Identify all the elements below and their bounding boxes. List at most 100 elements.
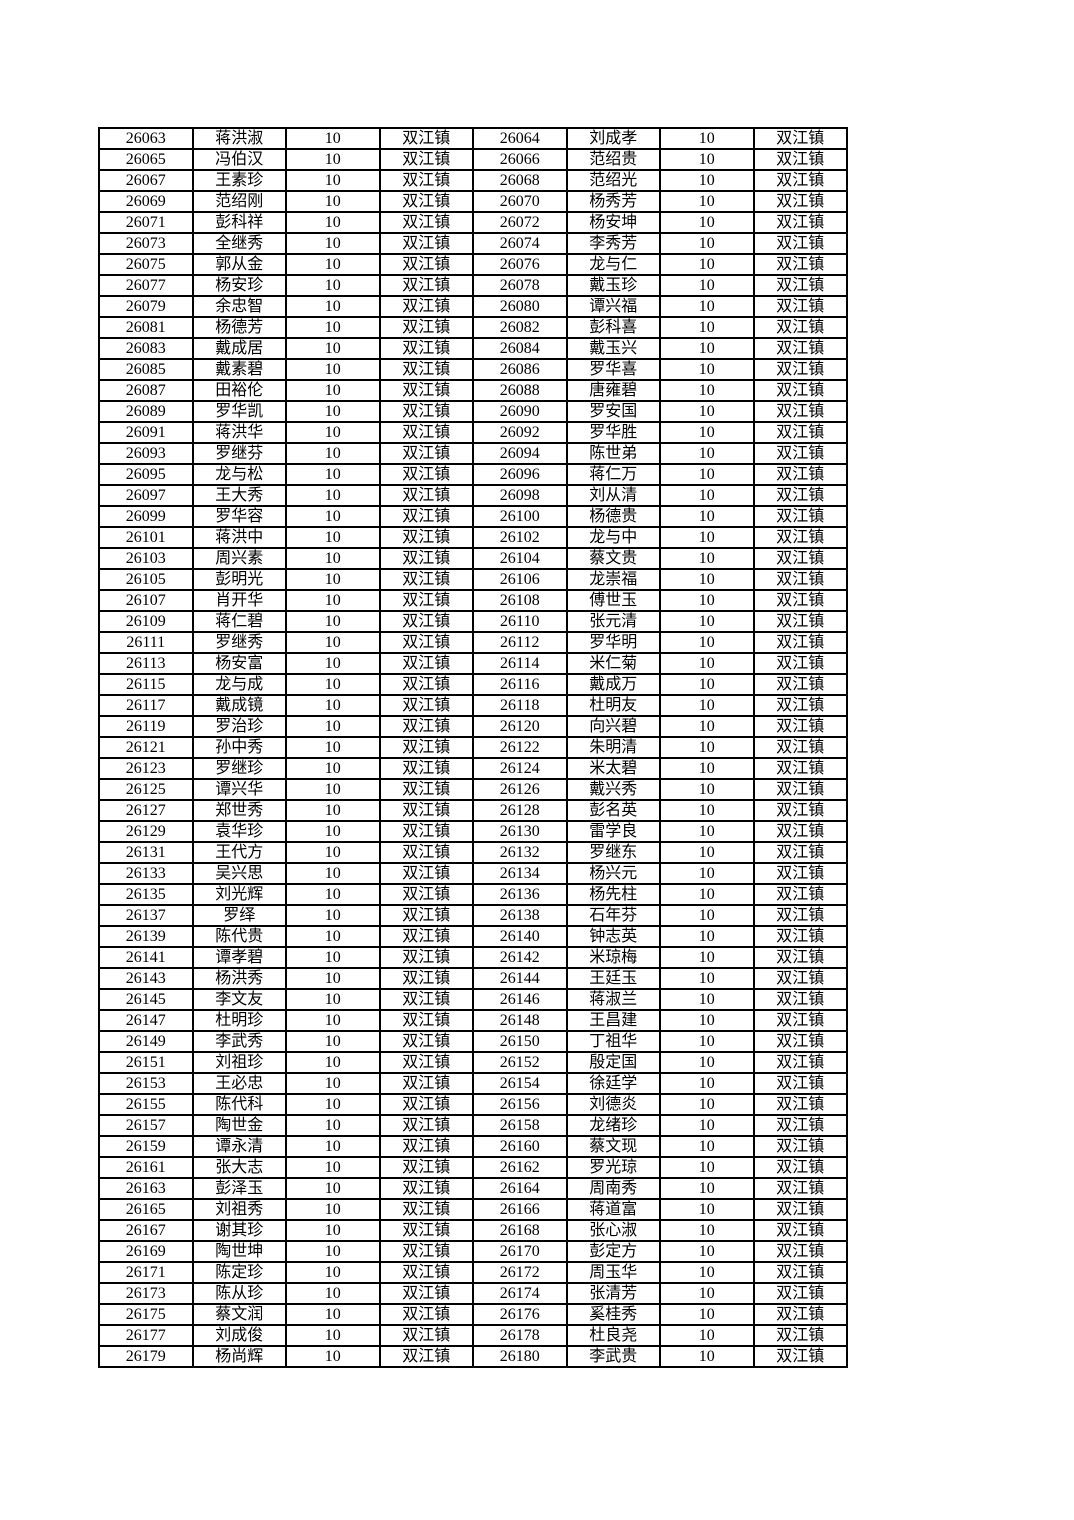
person-name: 罗华容 xyxy=(191,505,287,528)
person-name: 米仁菊 xyxy=(565,652,661,675)
person-name: 龙与仁 xyxy=(565,253,661,276)
amount: 10 xyxy=(285,400,381,423)
amount: 10 xyxy=(285,169,381,192)
person-name: 米太碧 xyxy=(565,757,661,780)
serial-number: 26163 xyxy=(98,1177,194,1200)
serial-number: 26085 xyxy=(98,358,194,381)
serial-number: 26077 xyxy=(98,274,194,297)
serial-number: 26070 xyxy=(472,190,568,213)
amount: 10 xyxy=(285,526,381,549)
person-name: 谭永清 xyxy=(191,1135,287,1158)
serial-number: 26106 xyxy=(472,568,568,591)
person-name: 唐雍碧 xyxy=(565,379,661,402)
table-row: 26091 蒋洪华 10 双江镇 26092 罗华胜 10 双江镇 xyxy=(98,421,848,444)
serial-number: 26175 xyxy=(98,1303,194,1326)
person-name: 罗华胜 xyxy=(565,421,661,444)
serial-number: 26131 xyxy=(98,841,194,864)
serial-number: 26169 xyxy=(98,1240,194,1263)
town: 双江镇 xyxy=(378,904,474,927)
town: 双江镇 xyxy=(378,547,474,570)
amount: 10 xyxy=(659,1303,755,1326)
town: 双江镇 xyxy=(378,484,474,507)
town: 双江镇 xyxy=(378,967,474,990)
person-name: 蔡文贵 xyxy=(565,547,661,570)
table-row: 26107 肖开华 10 双江镇 26108 傅世玉 10 双江镇 xyxy=(98,589,848,612)
town: 双江镇 xyxy=(752,1093,848,1116)
amount: 10 xyxy=(659,337,755,360)
town: 双江镇 xyxy=(752,967,848,990)
table-row: 26161 张大志 10 双江镇 26162 罗光琼 10 双江镇 xyxy=(98,1156,848,1179)
person-name: 罗治珍 xyxy=(191,715,287,738)
person-name: 龙崇福 xyxy=(565,568,661,591)
table-row: 26131 王代方 10 双江镇 26132 罗继东 10 双江镇 xyxy=(98,841,848,864)
amount: 10 xyxy=(659,1282,755,1305)
amount: 10 xyxy=(659,820,755,843)
table-row: 26095 龙与松 10 双江镇 26096 蒋仁万 10 双江镇 xyxy=(98,463,848,486)
town: 双江镇 xyxy=(378,148,474,171)
person-name: 戴玉兴 xyxy=(565,337,661,360)
serial-number: 26168 xyxy=(472,1219,568,1242)
amount: 10 xyxy=(285,757,381,780)
serial-number: 26143 xyxy=(98,967,194,990)
person-name: 奚桂秀 xyxy=(565,1303,661,1326)
town: 双江镇 xyxy=(752,1156,848,1179)
person-name: 丁祖华 xyxy=(565,1030,661,1053)
table-row: 26121 孙中秀 10 双江镇 26122 朱明清 10 双江镇 xyxy=(98,736,848,759)
person-name: 蒋洪淑 xyxy=(191,127,287,150)
table-row: 26165 刘祖秀 10 双江镇 26166 蒋道富 10 双江镇 xyxy=(98,1198,848,1221)
person-name: 范绍刚 xyxy=(191,190,287,213)
person-name: 王必忠 xyxy=(191,1072,287,1095)
serial-number: 26100 xyxy=(472,505,568,528)
table-row: 26137 罗绎 10 双江镇 26138 石年芬 10 双江镇 xyxy=(98,904,848,927)
serial-number: 26166 xyxy=(472,1198,568,1221)
town: 双江镇 xyxy=(752,652,848,675)
town: 双江镇 xyxy=(378,820,474,843)
town: 双江镇 xyxy=(378,253,474,276)
table-row: 26125 谭兴华 10 双江镇 26126 戴兴秀 10 双江镇 xyxy=(98,778,848,801)
amount: 10 xyxy=(285,1156,381,1179)
serial-number: 26109 xyxy=(98,610,194,633)
serial-number: 26079 xyxy=(98,295,194,318)
serial-number: 26120 xyxy=(472,715,568,738)
town: 双江镇 xyxy=(752,1051,848,1074)
town: 双江镇 xyxy=(378,1282,474,1305)
town: 双江镇 xyxy=(378,778,474,801)
amount: 10 xyxy=(285,1282,381,1305)
person-name: 戴成万 xyxy=(565,673,661,696)
amount: 10 xyxy=(659,526,755,549)
person-name: 罗继东 xyxy=(565,841,661,864)
town: 双江镇 xyxy=(378,862,474,885)
table-row: 26129 袁华珍 10 双江镇 26130 雷学良 10 双江镇 xyxy=(98,820,848,843)
amount: 10 xyxy=(659,547,755,570)
town: 双江镇 xyxy=(378,127,474,150)
person-name: 杨洪秀 xyxy=(191,967,287,990)
table-row: 26141 谭孝碧 10 双江镇 26142 米琼梅 10 双江镇 xyxy=(98,946,848,969)
table-row: 26163 彭泽玉 10 双江镇 26164 周南秀 10 双江镇 xyxy=(98,1177,848,1200)
amount: 10 xyxy=(659,1030,755,1053)
table-row: 26105 彭明光 10 双江镇 26106 龙崇福 10 双江镇 xyxy=(98,568,848,591)
person-name: 蒋仁碧 xyxy=(191,610,287,633)
person-name: 张清芳 xyxy=(565,1282,661,1305)
person-name: 戴素碧 xyxy=(191,358,287,381)
town: 双江镇 xyxy=(378,295,474,318)
person-name: 蒋仁万 xyxy=(565,463,661,486)
serial-number: 26128 xyxy=(472,799,568,822)
serial-number: 26154 xyxy=(472,1072,568,1095)
serial-number: 26090 xyxy=(472,400,568,423)
serial-number: 26107 xyxy=(98,589,194,612)
amount: 10 xyxy=(659,295,755,318)
serial-number: 26151 xyxy=(98,1051,194,1074)
amount: 10 xyxy=(659,736,755,759)
serial-number: 26152 xyxy=(472,1051,568,1074)
amount: 10 xyxy=(659,946,755,969)
serial-number: 26082 xyxy=(472,316,568,339)
table-row: 26127 郑世秀 10 双江镇 26128 彭名英 10 双江镇 xyxy=(98,799,848,822)
amount: 10 xyxy=(285,148,381,171)
person-name: 徐廷学 xyxy=(565,1072,661,1095)
person-name: 王廷玉 xyxy=(565,967,661,990)
serial-number: 26146 xyxy=(472,988,568,1011)
table-row: 26109 蒋仁碧 10 双江镇 26110 张元清 10 双江镇 xyxy=(98,610,848,633)
serial-number: 26156 xyxy=(472,1093,568,1116)
amount: 10 xyxy=(659,316,755,339)
